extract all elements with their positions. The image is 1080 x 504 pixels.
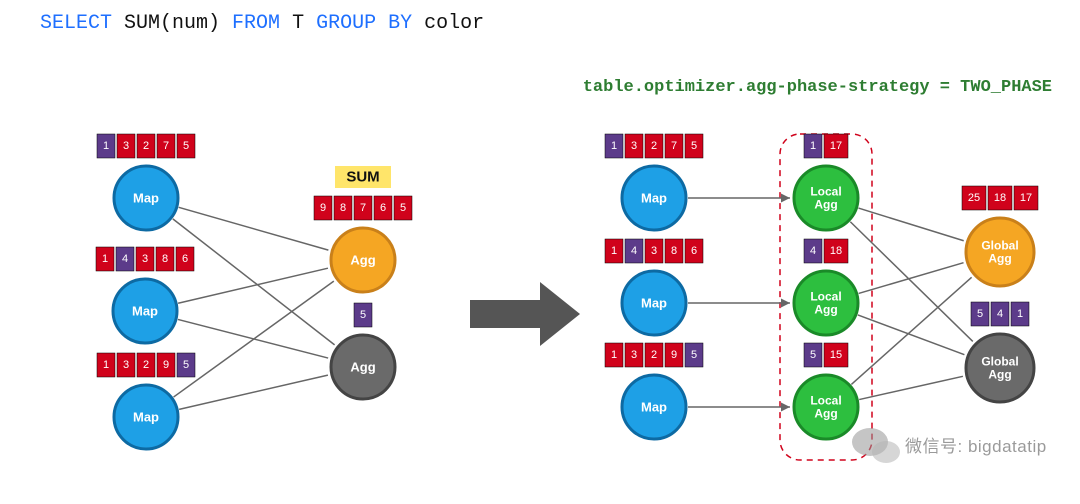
node-label: Agg — [350, 253, 375, 268]
data-tag-value: 1 — [1017, 308, 1023, 320]
edge — [173, 219, 335, 345]
data-tag-value: 9 — [163, 359, 169, 371]
data-tag-value: 5 — [691, 349, 697, 361]
data-tag-value: 7 — [671, 140, 677, 152]
data-tag-value: 4 — [122, 253, 128, 265]
data-tag-value: 5 — [691, 140, 697, 152]
wechat-icon — [872, 441, 900, 463]
edge — [178, 268, 328, 303]
node-label: Map — [641, 296, 667, 311]
data-tag-value: 17 — [830, 140, 842, 152]
node-label: Map — [641, 191, 667, 206]
data-tag-value: 1 — [103, 359, 109, 371]
data-tag-value: 7 — [360, 202, 366, 214]
data-tag-value: 4 — [810, 245, 816, 257]
data-tag-value: 1 — [810, 140, 816, 152]
data-tag-value: 3 — [123, 140, 129, 152]
data-tag-value: 2 — [651, 140, 657, 152]
node-label: Agg — [814, 302, 837, 316]
data-tag-value: 3 — [631, 349, 637, 361]
data-tag-value: 8 — [162, 253, 168, 265]
node-label: Agg — [988, 251, 1011, 265]
data-tag-value: 4 — [997, 308, 1003, 320]
edge — [179, 207, 329, 250]
data-tag-value: 1 — [611, 140, 617, 152]
data-tag-value: 3 — [631, 140, 637, 152]
sum-label: SUM — [346, 169, 379, 186]
edge — [859, 263, 964, 294]
edge — [858, 315, 965, 355]
data-tag-value: 4 — [631, 245, 637, 257]
edge — [179, 375, 328, 409]
data-tag-value: 25 — [968, 192, 980, 204]
data-tag-value: 6 — [691, 245, 697, 257]
data-tag-value: 1 — [102, 253, 108, 265]
data-tag-value: 5 — [183, 359, 189, 371]
data-tag-value: 2 — [651, 349, 657, 361]
data-tag-value: 7 — [163, 140, 169, 152]
node-label: Agg — [814, 197, 837, 211]
data-tag-value: 17 — [1020, 192, 1032, 204]
node-label: Map — [641, 400, 667, 415]
data-tag-value: 1 — [103, 140, 109, 152]
node-label: Agg — [814, 406, 837, 420]
data-tag-value: 6 — [182, 253, 188, 265]
data-tag-value: 5 — [810, 349, 816, 361]
node-label: Agg — [988, 367, 1011, 381]
node-label: Map — [133, 410, 159, 425]
data-tag-value: 9 — [320, 202, 326, 214]
watermark-text: 微信号: bigdatatip — [905, 437, 1047, 456]
watermark: 微信号: bigdatatip — [852, 428, 1047, 463]
edge — [850, 222, 972, 342]
data-tag-value: 9 — [671, 349, 677, 361]
data-tag-value: 5 — [977, 308, 983, 320]
data-tag-value: 15 — [830, 349, 842, 361]
data-tag-value: 3 — [651, 245, 657, 257]
data-tag-value: 18 — [830, 245, 842, 257]
edge — [859, 376, 963, 399]
transition-arrow — [470, 282, 580, 346]
data-tag-value: 3 — [142, 253, 148, 265]
diagram-svg: Map 1 3 2 7 5 Map 1 4 3 8 6 Map 1 3 2 9 5 Agg 9 8 7 6 5 Agg 5 SUM M… — [0, 0, 1080, 504]
data-tag-value: 3 — [123, 359, 129, 371]
data-tag-value: 5 — [400, 202, 406, 214]
data-tag-value: 8 — [340, 202, 346, 214]
node-label: Agg — [350, 360, 375, 375]
node-label: Map — [133, 191, 159, 206]
edge — [851, 277, 971, 384]
node-label: Map — [132, 304, 158, 319]
data-tag-value: 5 — [360, 309, 366, 321]
data-tag-value: 8 — [671, 245, 677, 257]
data-tag-value: 18 — [994, 192, 1006, 204]
data-tag-value: 2 — [143, 140, 149, 152]
data-tag-value: 6 — [380, 202, 386, 214]
data-tag-value: 5 — [183, 140, 189, 152]
edge — [858, 208, 963, 241]
data-tag-value: 1 — [611, 349, 617, 361]
data-tag-value: 2 — [143, 359, 149, 371]
data-tag-value: 1 — [611, 245, 617, 257]
